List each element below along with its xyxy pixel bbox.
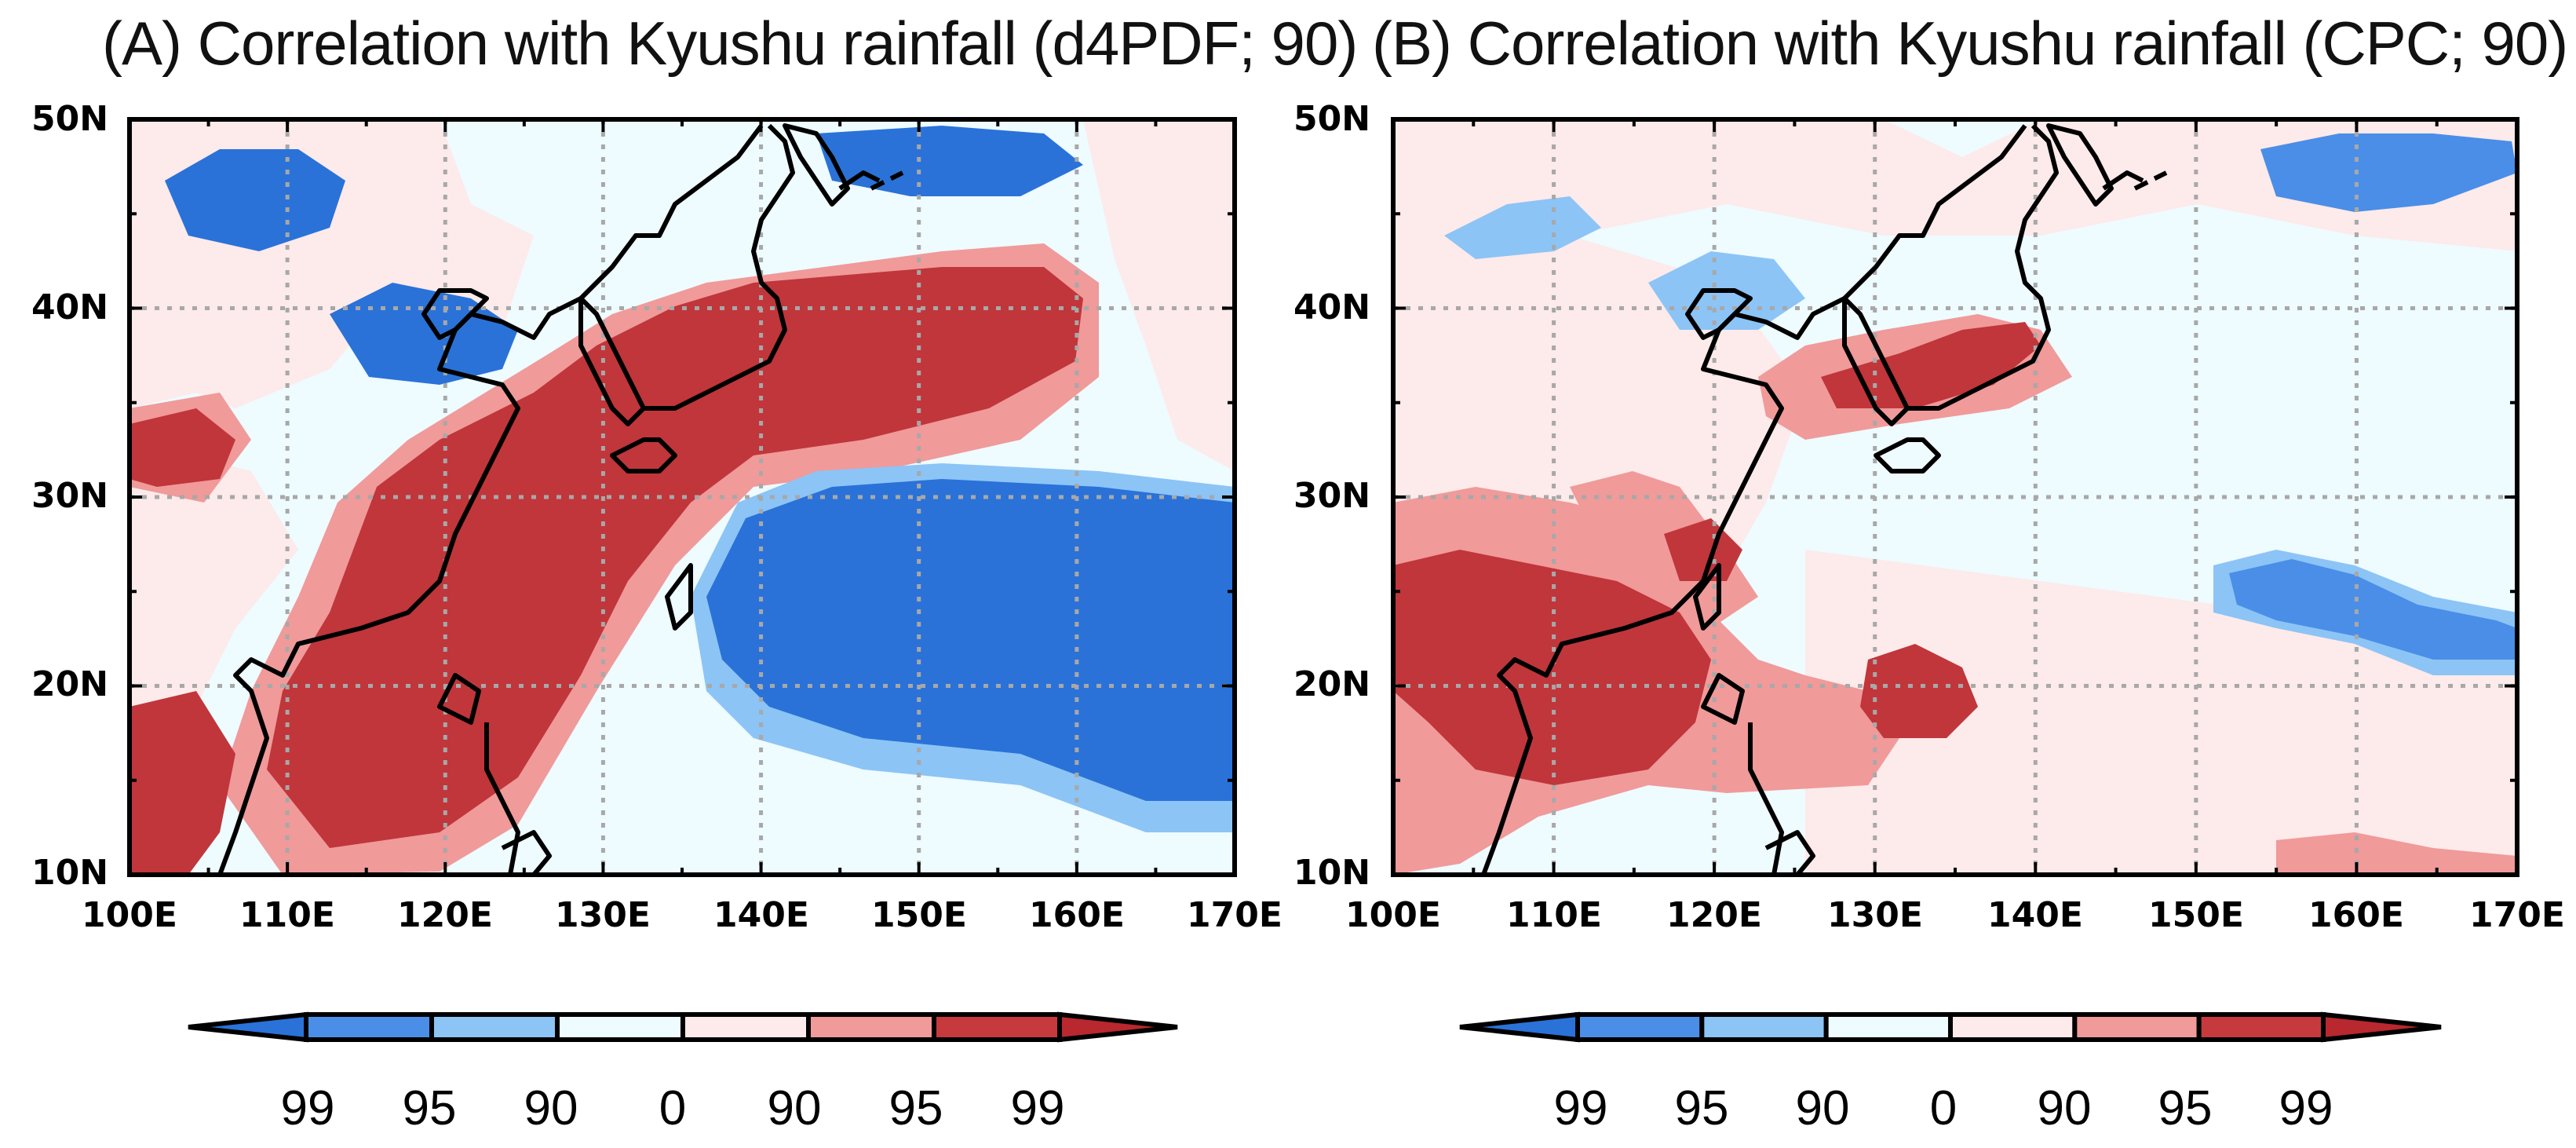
colorbar-label: 95 bbox=[2158, 1081, 2213, 1135]
colorbar-segment bbox=[680, 1012, 811, 1042]
lon-label: 120E bbox=[1666, 895, 1762, 935]
map-b-neg90-northwest bbox=[1444, 196, 1601, 259]
colorbar-arrow-right bbox=[2321, 1011, 2442, 1043]
map-a-lon-labels: 100E 110E 120E 130E 140E 150E 160E 170E bbox=[82, 895, 1283, 935]
colorbar-label: 95 bbox=[889, 1081, 943, 1135]
lon-label: 160E bbox=[2308, 895, 2404, 935]
colorbar-segment bbox=[2072, 1012, 2202, 1042]
colorbar-label: 90 bbox=[1796, 1081, 1850, 1135]
colorbar-segment bbox=[2196, 1012, 2326, 1042]
lon-label: 130E bbox=[1827, 895, 1923, 935]
colorbar-segment bbox=[429, 1012, 560, 1042]
lat-label: 40N bbox=[31, 287, 108, 327]
lat-label: 50N bbox=[1293, 99, 1370, 139]
colorbar-segment bbox=[932, 1012, 1062, 1042]
lon-label: 160E bbox=[1029, 895, 1125, 935]
lat-label: 10N bbox=[31, 853, 108, 893]
panel-b-map: 50N 40N 30N 20N 10N 100E 110E 120E 130E … bbox=[1293, 99, 2565, 935]
colorbar-label: 99 bbox=[2279, 1081, 2333, 1135]
map-b-weak-positive-north bbox=[1393, 119, 2517, 251]
map-b-pos99-taiwan bbox=[1664, 518, 1742, 581]
lat-label: 30N bbox=[31, 476, 108, 516]
map-a-weak-positive-south bbox=[130, 440, 298, 707]
colorbar-segment bbox=[1948, 1012, 2078, 1042]
lon-label: 170E bbox=[2469, 895, 2565, 935]
colorbar-label: 90 bbox=[2038, 1081, 2092, 1135]
colorbar-arrow-left bbox=[188, 1011, 308, 1043]
colorbar-segment bbox=[304, 1012, 434, 1042]
map-a-ticks bbox=[128, 118, 1236, 876]
colorbar-label: 95 bbox=[1675, 1081, 1729, 1135]
colorbar-arrow-right bbox=[1057, 1011, 1178, 1043]
lon-label: 140E bbox=[713, 895, 809, 935]
panel-a-map: 50N 40N 30N 20N 10N 100E 110E 120E 130E … bbox=[31, 99, 1283, 935]
colorbar-label: 90 bbox=[524, 1081, 578, 1135]
lat-label: 50N bbox=[31, 99, 108, 139]
panel-a-title: (A) Correlation with Kyushu rainfall (d4… bbox=[102, 9, 1358, 78]
map-a-pos99-band bbox=[267, 267, 1083, 848]
colorbar-b: 99 95 90 0 90 95 99 bbox=[1459, 1011, 2442, 1135]
colorbar-segment bbox=[555, 1012, 685, 1042]
panel-b-title: (B) Correlation with Kyushu rainfall (CP… bbox=[1372, 9, 2568, 78]
colorbar-label: 0 bbox=[1930, 1081, 1957, 1135]
lat-label: 10N bbox=[1293, 853, 1370, 893]
colorbar-segment bbox=[1699, 1012, 1829, 1042]
map-a-neg99-north bbox=[816, 126, 1083, 196]
lon-label: 140E bbox=[1987, 895, 2083, 935]
map-a-lat-labels: 50N 40N 30N 20N 10N bbox=[31, 99, 108, 893]
colorbar-label: 90 bbox=[768, 1081, 822, 1135]
colorbar-segment bbox=[1575, 1012, 1705, 1042]
map-a-neg99-northwest bbox=[165, 149, 345, 251]
lat-label: 20N bbox=[1293, 664, 1370, 704]
lon-label: 120E bbox=[397, 895, 493, 935]
colorbar-label: 0 bbox=[659, 1081, 686, 1135]
map-b-gridlines bbox=[1393, 119, 2517, 875]
map-a-weak-positive-east bbox=[1083, 119, 1235, 471]
lon-label: 100E bbox=[82, 895, 177, 935]
lon-label: 110E bbox=[1506, 895, 1602, 935]
colorbar-segment bbox=[1823, 1012, 1954, 1042]
colorbar-arrow-left bbox=[1459, 1011, 1580, 1043]
map-a-pos99-west-patch bbox=[130, 408, 235, 487]
map-b-coastlines bbox=[1481, 123, 2168, 875]
colorbar-label: 99 bbox=[1554, 1081, 1608, 1135]
map-b-pos99-east-philippines bbox=[1860, 644, 1978, 738]
map-b-neg95-pacific bbox=[2229, 559, 2517, 660]
lat-label: 30N bbox=[1293, 476, 1370, 516]
map-b-ticks bbox=[1392, 118, 2519, 876]
map-b-pos90-central bbox=[1570, 471, 1758, 628]
colorbar-segment bbox=[806, 1012, 936, 1042]
lon-label: 130E bbox=[555, 895, 651, 935]
map-b-lat-labels: 50N 40N 30N 20N 10N bbox=[1293, 99, 1370, 893]
lon-label: 150E bbox=[2148, 895, 2244, 935]
colorbar-label: 99 bbox=[1011, 1081, 1065, 1135]
colorbar-a: 99 95 90 0 90 95 99 bbox=[188, 1011, 1178, 1135]
map-b-neg95-north bbox=[2260, 133, 2517, 212]
lat-label: 20N bbox=[31, 664, 108, 704]
colorbar-label: 99 bbox=[281, 1081, 335, 1135]
lon-label: 150E bbox=[871, 895, 967, 935]
lon-label: 110E bbox=[239, 895, 335, 935]
map-a-coastlines bbox=[217, 123, 904, 875]
lon-label: 170E bbox=[1187, 895, 1283, 935]
map-b-pos90-southeast bbox=[2276, 832, 2517, 875]
lat-label: 40N bbox=[1293, 287, 1370, 327]
colorbar-label: 95 bbox=[403, 1081, 457, 1135]
map-a-gridlines bbox=[130, 119, 1235, 875]
lon-label: 100E bbox=[1345, 895, 1441, 935]
map-a-neg99-pacific bbox=[706, 479, 1235, 801]
map-b-lon-labels: 100E 110E 120E 130E 140E 150E 160E 170E bbox=[1345, 895, 2565, 935]
map-a-pos99-southwest bbox=[130, 691, 235, 875]
